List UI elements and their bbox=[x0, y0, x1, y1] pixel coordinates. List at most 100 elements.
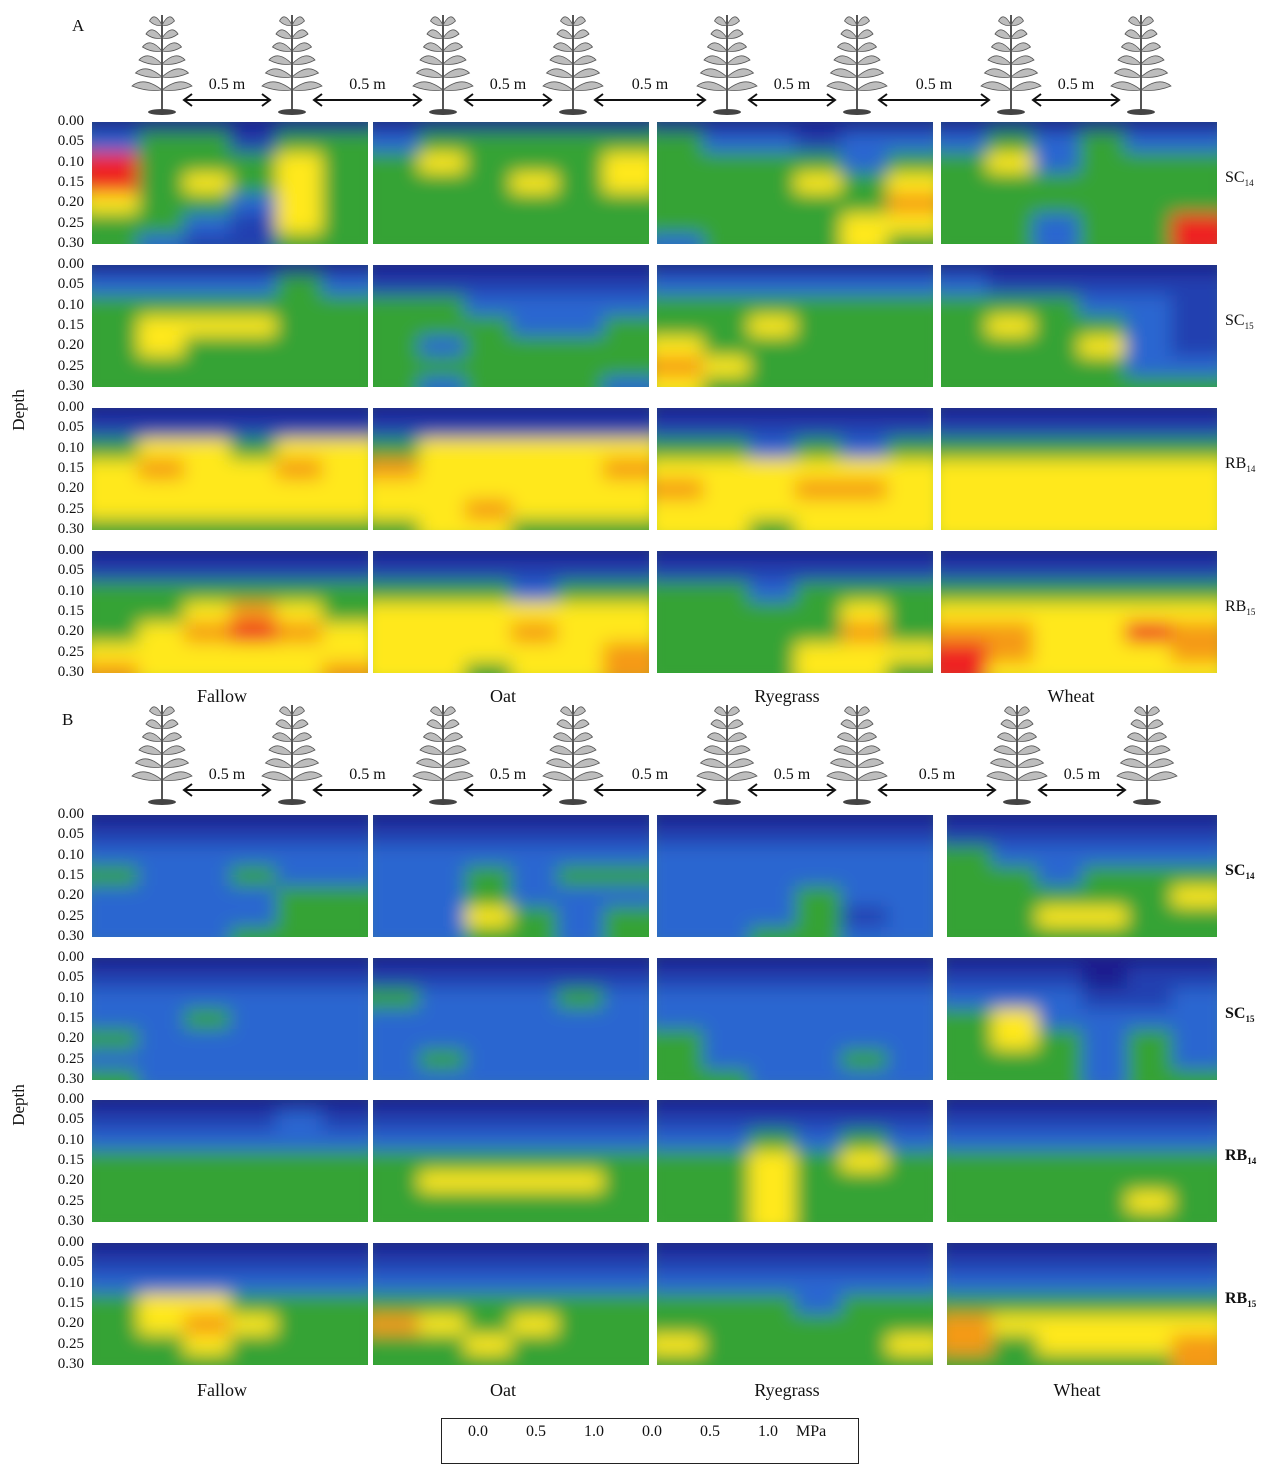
heatmap-value-cell bbox=[1172, 926, 1217, 937]
heatmap-value-cell bbox=[657, 662, 703, 673]
row-label: RB15 bbox=[1225, 598, 1255, 617]
heatmap-value-cell bbox=[511, 418, 558, 440]
heatmap-value-cell bbox=[276, 408, 323, 420]
heatmap-value-cell bbox=[322, 499, 368, 521]
heatmap-value-cell bbox=[1125, 193, 1172, 215]
heatmap-value-cell bbox=[138, 601, 185, 624]
heatmap-value-cell bbox=[92, 622, 138, 644]
heatmap-value-cell bbox=[322, 336, 368, 358]
heatmap-value-cell bbox=[92, 193, 138, 215]
heatmap-value-cell bbox=[557, 581, 604, 603]
heatmap-value-cell bbox=[603, 1314, 649, 1336]
heatmap-value-cell bbox=[92, 662, 138, 673]
heatmap-value-cell bbox=[941, 551, 987, 563]
heatmap-value-cell bbox=[465, 1130, 512, 1152]
heatmap-value-cell bbox=[465, 418, 512, 440]
heatmap-value-cell bbox=[92, 408, 138, 420]
heatmap-value-cell bbox=[276, 926, 323, 937]
heatmap-value-cell bbox=[941, 408, 987, 420]
heatmap-value-cell bbox=[1082, 1253, 1128, 1275]
heatmap-value-cell bbox=[419, 1243, 466, 1255]
heatmap-value-cell bbox=[887, 1100, 933, 1112]
heatmap-value-cell bbox=[1079, 233, 1126, 244]
heatmap-value-cell bbox=[841, 132, 888, 154]
heatmap-value-cell bbox=[749, 1243, 796, 1255]
heatmap-value-cell bbox=[557, 519, 604, 530]
heatmap-value-cell bbox=[987, 132, 1034, 154]
heatmap-value-cell bbox=[184, 499, 231, 521]
heatmap-value-cell bbox=[1082, 1211, 1128, 1222]
heatmap-value-cell bbox=[511, 265, 558, 277]
heatmap-value-cell bbox=[703, 152, 750, 174]
heatmap-value-cell bbox=[987, 315, 1034, 338]
heatmap-value-cell bbox=[276, 825, 323, 847]
heatmap-value-cell bbox=[276, 265, 323, 277]
heatmap-value-cell bbox=[322, 376, 368, 387]
heatmap-value-cell bbox=[184, 988, 231, 1010]
depth-tick-label: 0.30 bbox=[57, 378, 84, 394]
heatmap-value-cell bbox=[230, 561, 277, 583]
heatmap-value-cell bbox=[276, 122, 323, 134]
heatmap-value-cell bbox=[941, 356, 987, 378]
heatmap-value-cell bbox=[92, 845, 138, 867]
heatmap-value-cell bbox=[511, 295, 558, 317]
heatmap-value-cell bbox=[1125, 561, 1172, 583]
heatmap-value-cell bbox=[184, 1171, 231, 1193]
heatmap-value-cell bbox=[1172, 845, 1217, 867]
heatmap-value-cell bbox=[465, 408, 512, 420]
heatmap-value-cell bbox=[603, 642, 649, 664]
heatmap-value-cell bbox=[1082, 1150, 1128, 1173]
heatmap-field bbox=[373, 408, 649, 530]
heatmap-value-cell bbox=[1033, 376, 1080, 387]
heatmap-value-cell bbox=[1079, 295, 1126, 317]
heatmap-value-cell bbox=[276, 988, 323, 1010]
heatmap-value-cell bbox=[465, 1150, 512, 1173]
heatmap-value-cell bbox=[419, 815, 466, 827]
heatmap-value-cell bbox=[373, 958, 419, 970]
spacing-arrow bbox=[593, 783, 707, 797]
panel-a bbox=[92, 15, 1217, 673]
spacing-label: 0.5 m bbox=[208, 76, 246, 93]
heatmap-value-cell bbox=[419, 958, 466, 970]
spacing-arrow bbox=[182, 93, 272, 107]
heatmap-value-cell bbox=[749, 1110, 796, 1132]
heatmap-value-cell bbox=[184, 906, 231, 928]
heatmap-field bbox=[657, 1243, 933, 1365]
heatmap-value-cell bbox=[1125, 122, 1172, 134]
heatmap-value-cell bbox=[1033, 172, 1080, 195]
depth-tick-label: 0.00 bbox=[57, 806, 84, 822]
heatmap-value-cell bbox=[657, 958, 703, 970]
heatmap-cell-oat bbox=[373, 958, 649, 1080]
heatmap-value-cell bbox=[322, 551, 368, 563]
heatmap-value-cell bbox=[703, 438, 750, 460]
heatmap-value-cell bbox=[947, 1334, 992, 1356]
heatmap-value-cell bbox=[230, 1049, 277, 1071]
heatmap-value-cell bbox=[703, 561, 750, 583]
heatmap-value-cell bbox=[92, 295, 138, 317]
heatmap-value-cell bbox=[373, 315, 419, 338]
heatmap-value-cell bbox=[1082, 968, 1128, 990]
heatmap-value-cell bbox=[749, 1100, 796, 1112]
heatmap-value-cell bbox=[941, 561, 987, 583]
heatmap-value-cell bbox=[184, 152, 231, 174]
heatmap-value-cell bbox=[657, 408, 703, 420]
heatmap-value-cell bbox=[322, 132, 368, 154]
heatmap-value-cell bbox=[276, 1191, 323, 1213]
heatmap-value-cell bbox=[322, 1100, 368, 1112]
heatmap-value-cell bbox=[184, 356, 231, 378]
heatmap-value-cell bbox=[749, 519, 796, 530]
heatmap-value-cell bbox=[138, 968, 185, 990]
heatmap-value-cell bbox=[1079, 213, 1126, 235]
heatmap-value-cell bbox=[841, 418, 888, 440]
heatmap-value-cell bbox=[841, 906, 888, 928]
heatmap-value-cell bbox=[657, 886, 703, 908]
depth-tick-label: 0.25 bbox=[57, 214, 84, 231]
heatmap-value-cell bbox=[703, 1293, 750, 1316]
heatmap-value-cell bbox=[941, 122, 987, 134]
heatmap-value-cell bbox=[603, 408, 649, 420]
crop-label: Wheat bbox=[1047, 686, 1095, 706]
heatmap-value-cell bbox=[322, 926, 368, 937]
heatmap-value-cell bbox=[1082, 988, 1128, 1010]
heatmap-value-cell bbox=[419, 1273, 466, 1295]
heatmap-value-cell bbox=[511, 1314, 558, 1336]
